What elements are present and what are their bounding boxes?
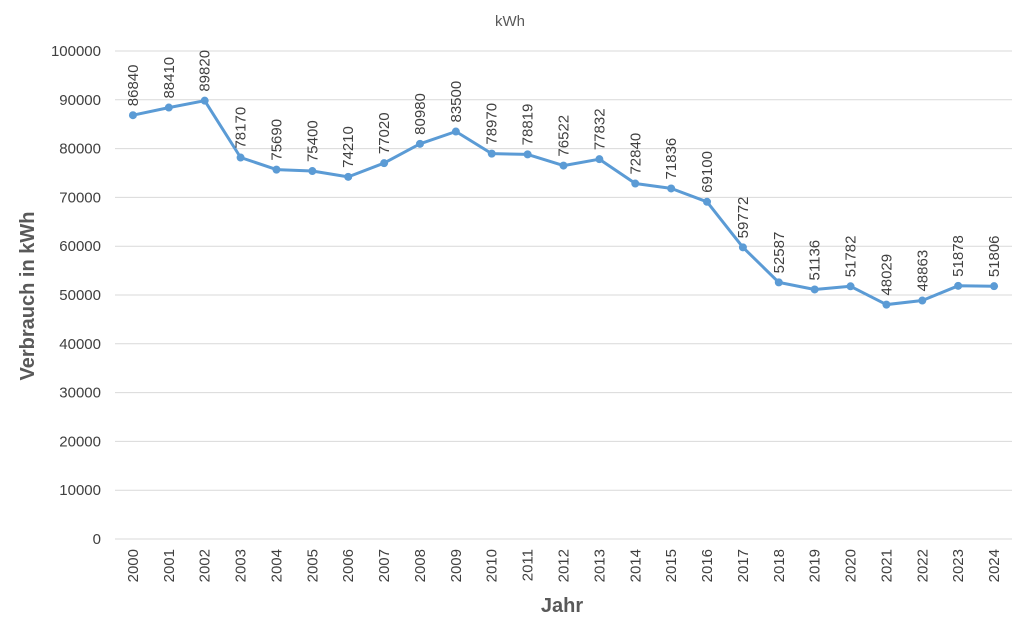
- x-tick-label: 2009: [448, 549, 465, 582]
- data-point: [990, 282, 999, 291]
- data-label: 51782: [843, 236, 860, 278]
- y-tick-label: 20000: [59, 433, 101, 450]
- x-tick-label: 2013: [591, 549, 608, 582]
- series-layer: [128, 96, 999, 309]
- data-point: [164, 103, 173, 112]
- data-point: [846, 282, 855, 291]
- x-tick-label: 2012: [556, 549, 573, 582]
- data-point: [451, 127, 460, 136]
- x-tick-label: 2017: [735, 549, 752, 582]
- data-point: [200, 96, 209, 105]
- data-label: 83500: [448, 81, 465, 123]
- x-tick-label: 2020: [843, 549, 860, 582]
- x-axis-title: Jahr: [541, 595, 583, 617]
- x-tick-label: 2022: [914, 549, 931, 582]
- x-tick-label: 2007: [376, 549, 393, 582]
- data-label: 88410: [161, 57, 178, 99]
- x-tick-label: 2024: [986, 549, 1003, 582]
- data-point: [272, 165, 281, 174]
- data-label: 80980: [412, 93, 429, 135]
- data-label: 48029: [878, 254, 895, 296]
- x-tick-label: 2008: [412, 549, 429, 582]
- y-axis-title: Verbrauch in kWh: [17, 212, 39, 381]
- data-label: 78819: [520, 104, 537, 146]
- data-label: 74210: [340, 126, 357, 168]
- data-label: 77832: [591, 108, 608, 150]
- x-tick-label: 2006: [340, 549, 357, 582]
- x-tick-label: 2000: [125, 549, 142, 582]
- y-tick-label: 80000: [59, 141, 101, 158]
- data-label: 78970: [484, 103, 501, 145]
- y-tick-label: 60000: [59, 238, 101, 255]
- data-point: [703, 197, 712, 206]
- x-tick-label: 2001: [161, 549, 178, 582]
- x-tick-label: 2005: [304, 549, 321, 582]
- x-tick-label: 2016: [699, 549, 716, 582]
- data-point: [954, 281, 963, 290]
- y-tick-label: 10000: [59, 482, 101, 499]
- data-point: [523, 150, 532, 159]
- x-tick-label: 2023: [950, 549, 967, 582]
- data-point: [882, 300, 891, 309]
- data-label: 69100: [699, 151, 716, 193]
- data-point: [918, 296, 927, 305]
- data-point: [667, 184, 676, 193]
- x-tick-label: 2018: [771, 549, 788, 582]
- data-point: [738, 243, 747, 252]
- data-point: [559, 161, 568, 170]
- data-label: 76522: [556, 115, 573, 157]
- data-point: [810, 285, 819, 294]
- data-point: [128, 111, 137, 120]
- y-tick-label: 50000: [59, 287, 101, 304]
- y-tick-label: 90000: [59, 92, 101, 109]
- data-label: 77020: [376, 112, 393, 154]
- y-tick-label: 100000: [51, 43, 101, 60]
- data-label: 52587: [771, 232, 788, 274]
- x-tick-label: 2019: [807, 549, 824, 582]
- y-axis-ticks: 0 10000 20000 30000 40000 50000 60000 70000 8000…: [51, 43, 101, 548]
- data-point: [415, 139, 424, 148]
- x-tick-label: 2010: [484, 549, 501, 582]
- data-labels: 86840 88410 89820 78170 75690 75400 74210 77020…: [125, 50, 1003, 296]
- data-label: 48863: [914, 250, 931, 292]
- x-tick-label: 2014: [627, 549, 644, 582]
- x-tick-label: 2021: [878, 549, 895, 582]
- data-label: 75400: [304, 120, 321, 162]
- data-label: 72840: [627, 133, 644, 175]
- y-tick-label: 0: [93, 531, 101, 548]
- x-tick-label: 2002: [197, 549, 214, 582]
- x-tick-label: 2004: [268, 549, 285, 582]
- data-label: 89820: [197, 50, 214, 92]
- data-point: [236, 153, 245, 162]
- gridlines: [115, 50, 1012, 540]
- data-point: [774, 278, 783, 287]
- data-point: [487, 149, 496, 158]
- x-tick-label: 2011: [520, 549, 537, 581]
- x-tick-label: 2015: [663, 549, 680, 582]
- x-tick-label: 2003: [233, 549, 250, 582]
- data-label: 78170: [233, 107, 250, 149]
- data-label: 51136: [807, 240, 824, 281]
- y-tick-label: 40000: [59, 336, 101, 353]
- data-point: [344, 172, 353, 181]
- data-label: 51878: [950, 235, 967, 277]
- data-label: 75690: [268, 119, 285, 161]
- data-point: [380, 159, 389, 168]
- data-point: [631, 179, 640, 188]
- y-tick-label: 30000: [59, 385, 101, 402]
- chart-title: kWh: [495, 13, 525, 30]
- data-point: [595, 155, 604, 164]
- y-tick-label: 70000: [59, 189, 101, 206]
- data-label: 51806: [986, 235, 1003, 277]
- data-point: [308, 167, 317, 176]
- x-axis-ticks: 2000 2001 2002 2003 2004 2005 2006 2007 2008 2009…: [125, 549, 1003, 582]
- data-label: 71836: [663, 138, 680, 180]
- data-label: 59772: [735, 197, 752, 239]
- data-label: 86840: [125, 65, 142, 107]
